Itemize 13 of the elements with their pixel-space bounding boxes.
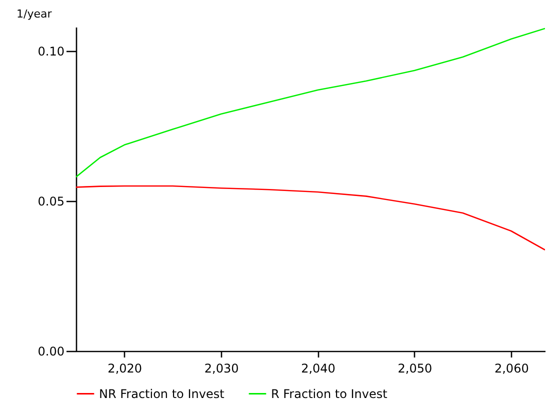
line-series [76,28,545,178]
x-tick-label: 2,030 [204,362,239,376]
x-tick-label: 2,020 [108,362,142,376]
legend-label: R Fraction to Invest [271,386,388,401]
x-tick-label: 2,040 [301,362,336,376]
y-tick-label: 0.05 [38,194,64,208]
y-tick-label: 0.00 [38,344,64,358]
y-tick-label: 0.10 [38,44,64,58]
y-axis-title: 1/year [16,8,52,20]
line-series [76,185,545,251]
x-tick-label: 2,050 [398,362,432,376]
legend-label: NR Fraction to Invest [99,386,225,401]
x-tick-label: 2,060 [494,362,529,376]
